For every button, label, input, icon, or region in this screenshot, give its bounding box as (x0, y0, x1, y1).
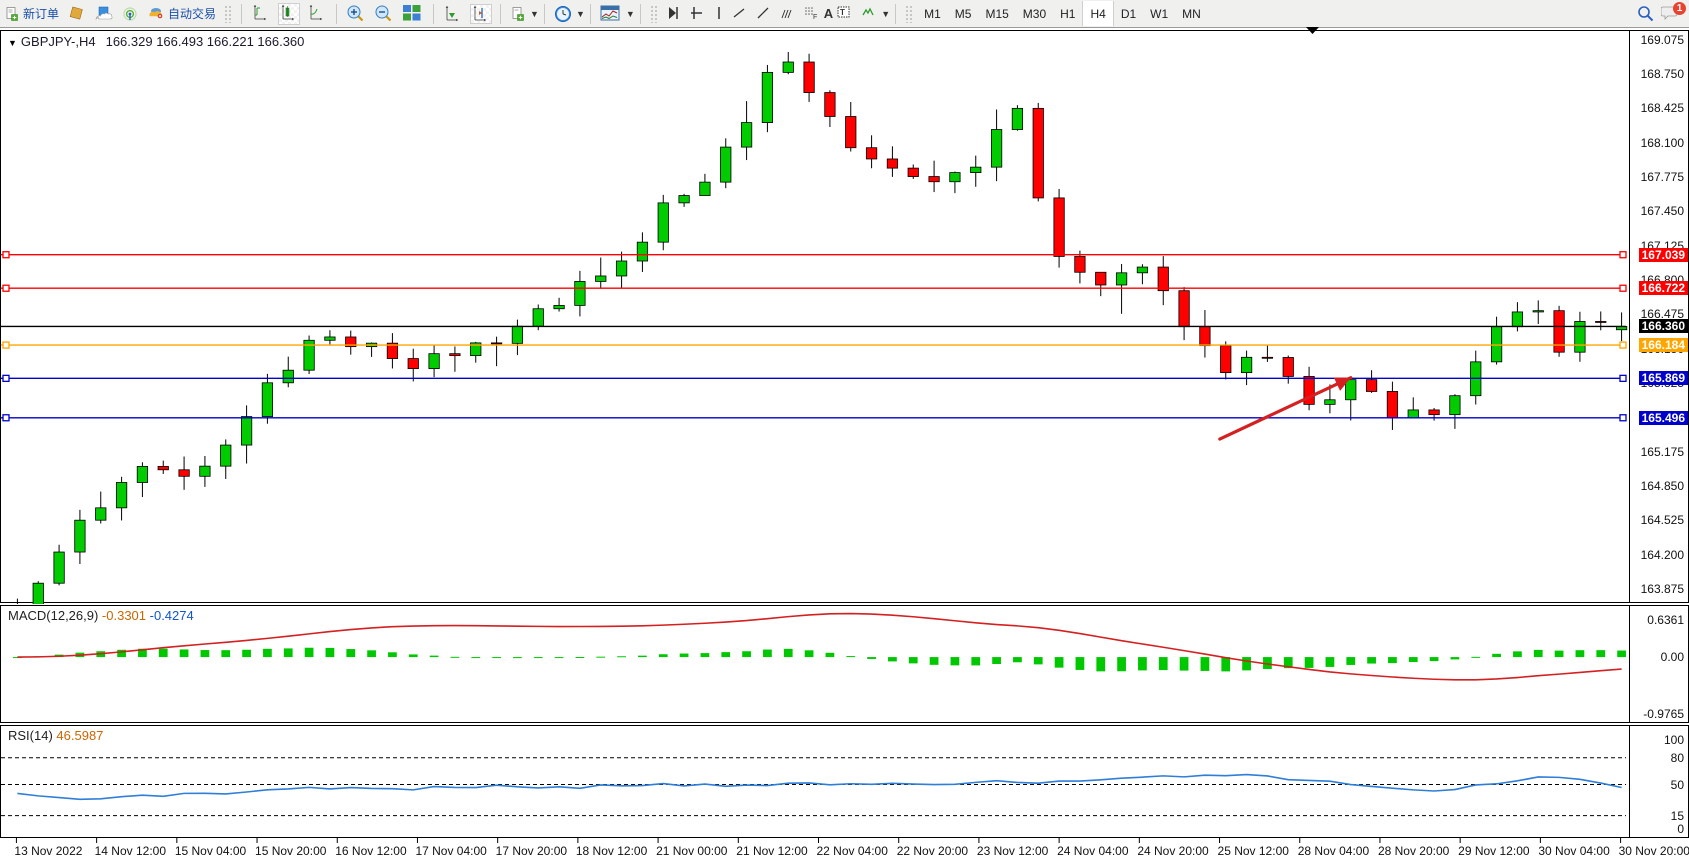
svg-text:T: T (840, 8, 845, 17)
svg-text:14 Nov 12:00: 14 Nov 12:00 (95, 844, 167, 858)
svg-text:29 Nov 12:00: 29 Nov 12:00 (1458, 844, 1530, 858)
svg-text:18 Nov 12:00: 18 Nov 12:00 (576, 844, 648, 858)
svg-text:21 Nov 00:00: 21 Nov 00:00 (656, 844, 728, 858)
svg-text:17 Nov 04:00: 17 Nov 04:00 (415, 844, 487, 858)
svg-text:24 Nov 20:00: 24 Nov 20:00 (1137, 844, 1209, 858)
svg-text:15 Nov 20:00: 15 Nov 20:00 (255, 844, 327, 858)
svg-text:30 Nov 04:00: 30 Nov 04:00 (1538, 844, 1610, 858)
svg-text:28 Nov 04:00: 28 Nov 04:00 (1298, 844, 1370, 858)
svg-text:13 Nov 2022: 13 Nov 2022 (14, 844, 82, 858)
svg-text:24 Nov 04:00: 24 Nov 04:00 (1057, 844, 1129, 858)
svg-text:16 Nov 12:00: 16 Nov 12:00 (335, 844, 407, 858)
svg-text:22 Nov 20:00: 22 Nov 20:00 (897, 844, 969, 858)
svg-text:17 Nov 20:00: 17 Nov 20:00 (496, 844, 568, 858)
svg-text:25 Nov 12:00: 25 Nov 12:00 (1218, 844, 1290, 858)
svg-text:21 Nov 12:00: 21 Nov 12:00 (736, 844, 808, 858)
svg-text:30 Nov 20:00: 30 Nov 20:00 (1619, 844, 1689, 858)
svg-text:F: F (813, 14, 817, 21)
svg-text:22 Nov 04:00: 22 Nov 04:00 (817, 844, 889, 858)
svg-text:15 Nov 04:00: 15 Nov 04:00 (175, 844, 247, 858)
svg-text:23 Nov 12:00: 23 Nov 12:00 (977, 844, 1049, 858)
svg-text:28 Nov 20:00: 28 Nov 20:00 (1378, 844, 1450, 858)
